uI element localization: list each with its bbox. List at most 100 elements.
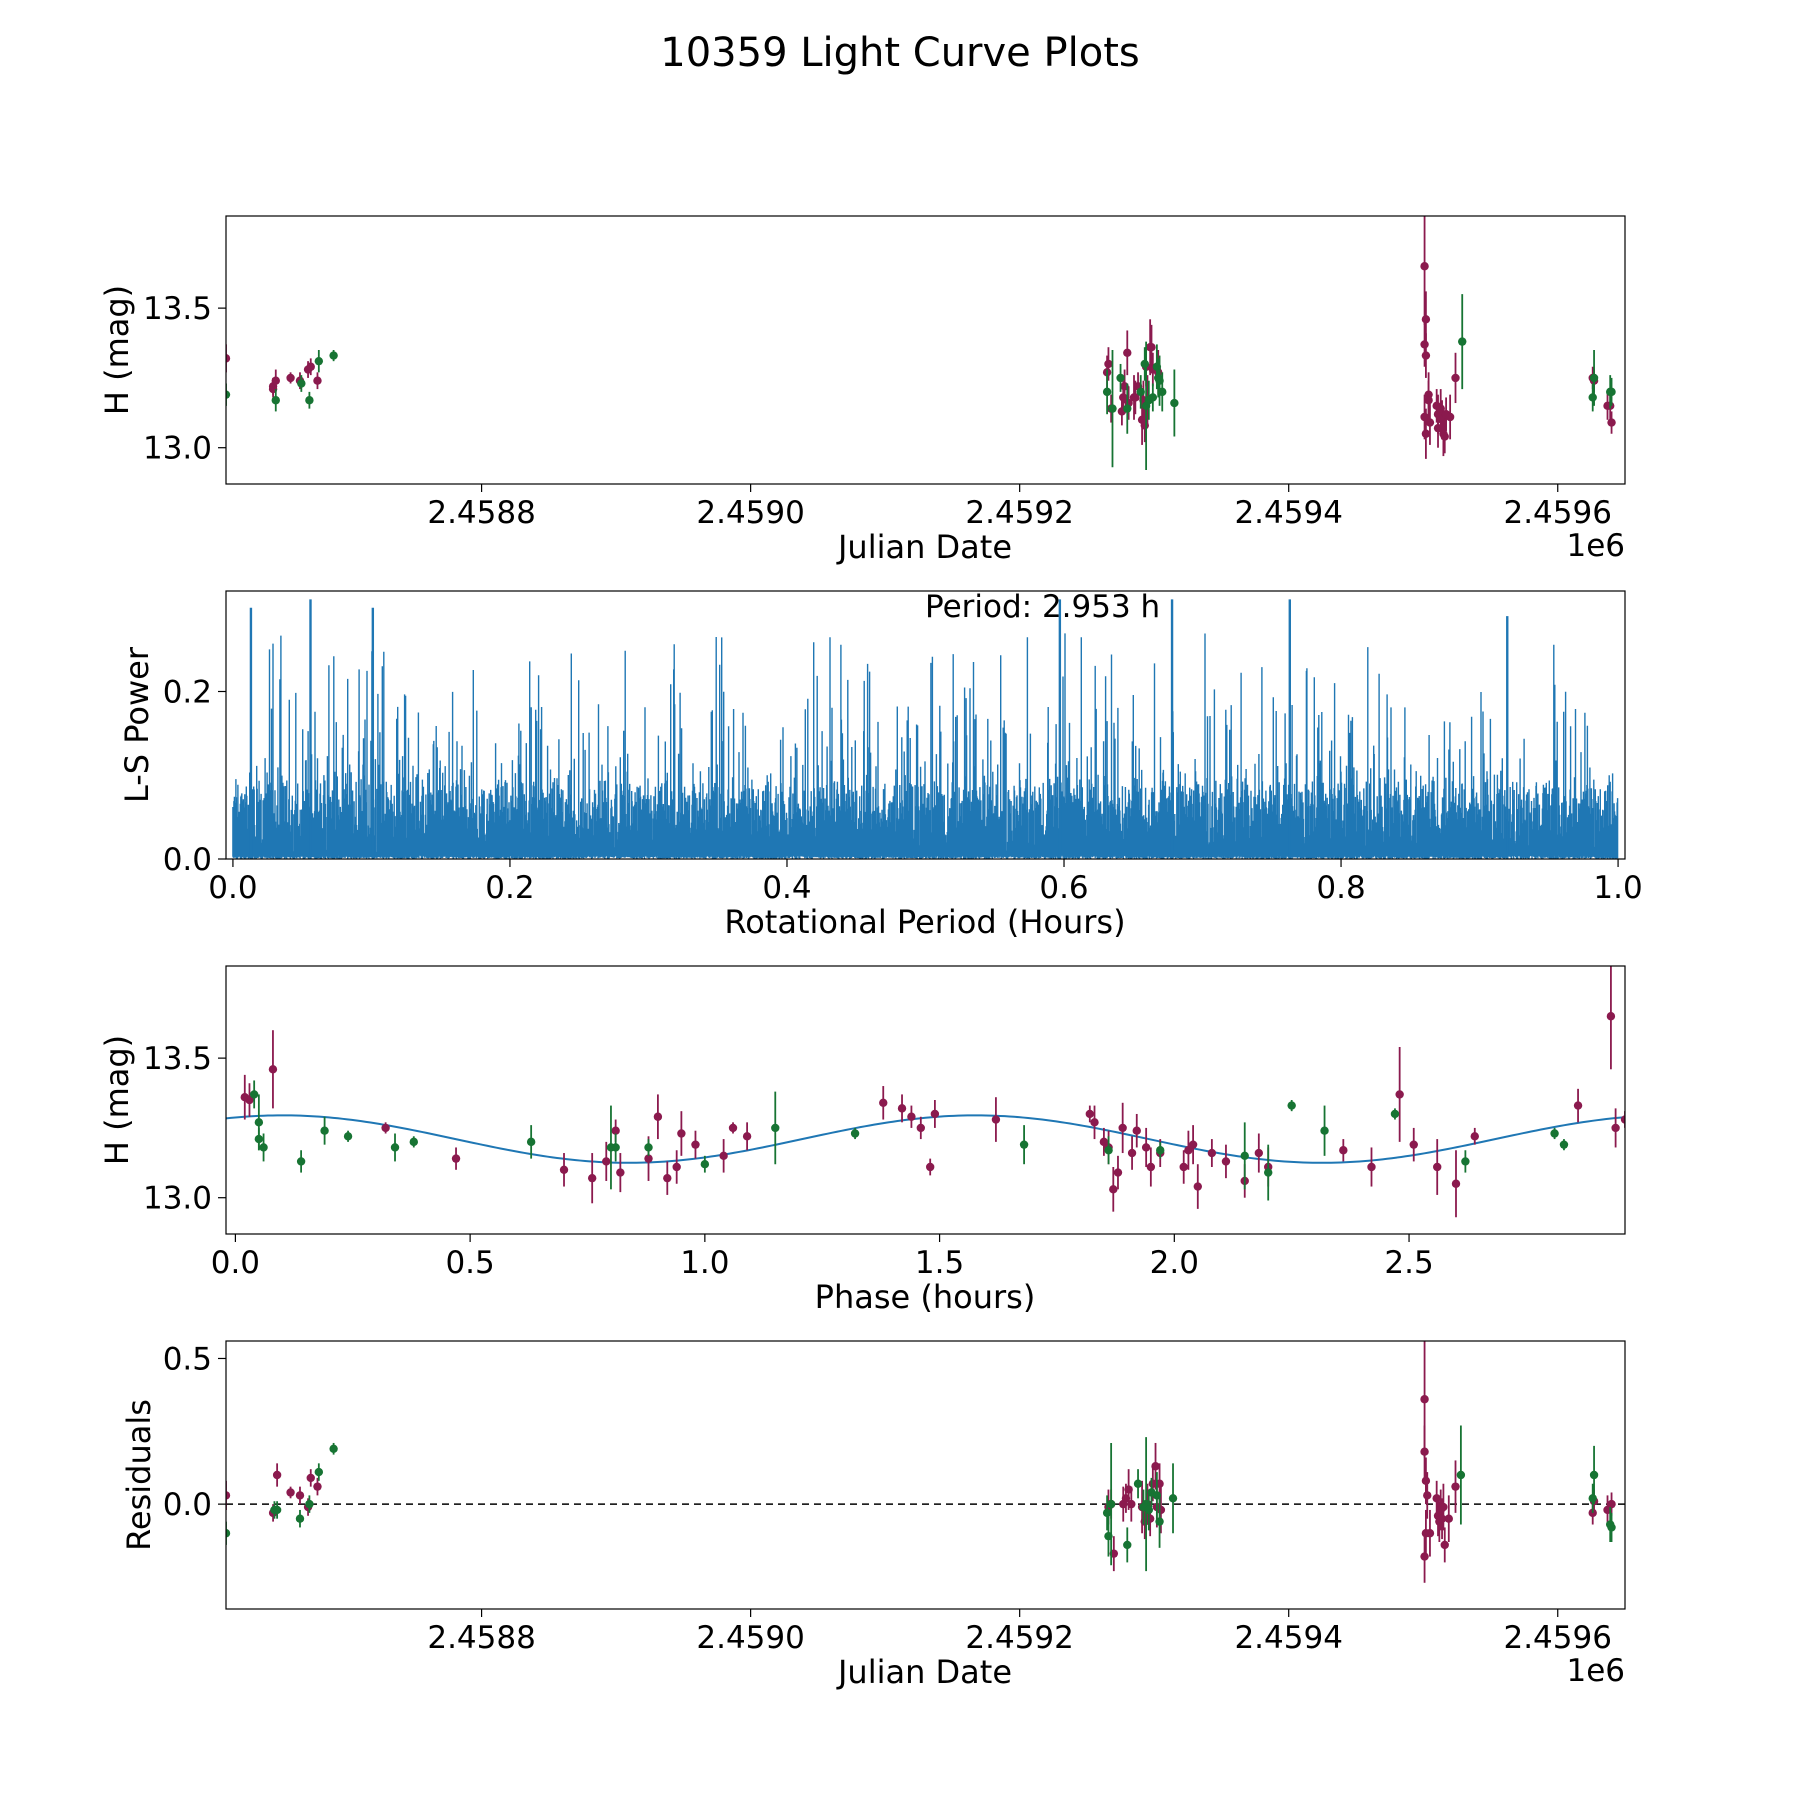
data-point xyxy=(691,1140,700,1149)
lightcurve-offset-label: 1e6 xyxy=(1566,528,1625,564)
data-point xyxy=(1170,398,1179,408)
lightcurve-panel: 2.4588 2.4590 2.4592 2.4594 2.4596 13.0 13.5 J… xyxy=(98,215,1626,566)
data-point xyxy=(1420,1395,1429,1404)
fit-curve xyxy=(226,1114,1625,1164)
residuals-panel: 2.4588 2.4590 2.4592 2.4594 2.4596 0.0 0.5 Jul… xyxy=(120,1340,1626,1691)
data-point xyxy=(1395,1090,1404,1099)
data-point xyxy=(1254,1148,1264,1158)
data-point xyxy=(381,1123,390,1133)
data-point xyxy=(771,1123,780,1133)
data-point xyxy=(314,1467,324,1477)
data-point xyxy=(1108,404,1117,413)
data-point xyxy=(1420,1552,1429,1561)
data-point xyxy=(306,1473,315,1483)
data-point xyxy=(1451,1179,1461,1188)
period-annotation: Period: 2.953 h xyxy=(925,589,1160,625)
data-point xyxy=(1123,1540,1132,1550)
data-point xyxy=(1127,1148,1137,1158)
data-point xyxy=(907,1112,916,1121)
data-point xyxy=(1140,359,1149,369)
data-point xyxy=(1179,1162,1188,1172)
data-point xyxy=(1611,1123,1620,1133)
data-point xyxy=(1420,340,1429,349)
periodogram-xtick-label: 1.0 xyxy=(1593,870,1642,906)
phased-xtick-label: 1.0 xyxy=(680,1245,729,1281)
periodogram-xtick-label: 0.4 xyxy=(762,870,811,906)
data-point xyxy=(1133,1479,1143,1488)
data-point xyxy=(559,1165,569,1174)
data-point xyxy=(1339,1146,1348,1155)
data-point xyxy=(1136,387,1145,397)
data-point xyxy=(1458,337,1467,346)
phased-frame xyxy=(225,965,1626,1235)
residuals-xlabel: Julian Date xyxy=(836,1653,1012,1691)
data-point xyxy=(286,1488,295,1497)
data-point xyxy=(1409,1140,1418,1149)
data-point xyxy=(390,1143,400,1152)
data-point xyxy=(254,1118,264,1127)
periodogram-power-line xyxy=(232,633,1619,859)
data-point xyxy=(677,1129,686,1138)
phased-series-green-band xyxy=(249,1080,1569,1201)
data-point xyxy=(1451,1482,1460,1491)
data-point xyxy=(1104,1146,1113,1155)
data-point xyxy=(1116,373,1125,383)
periodogram-ticks: 0.0 0.2 0.4 0.6 0.8 1.0 0.0 0.2 xyxy=(163,675,1643,907)
data-point xyxy=(1148,393,1158,402)
phased-xtick-label: 1.5 xyxy=(915,1245,964,1281)
data-point xyxy=(329,1444,338,1453)
residuals-ytick-label: 0.5 xyxy=(163,1341,212,1377)
lightcurve-xlabel: Julian Date xyxy=(836,528,1012,566)
data-point xyxy=(602,1157,611,1166)
lightcurve-frame xyxy=(225,215,1626,485)
lightcurve-ytick-label: 13.5 xyxy=(143,291,212,327)
phased-plot-area xyxy=(226,966,1625,1218)
data-point xyxy=(1207,1148,1217,1158)
data-point xyxy=(611,1143,620,1152)
data-point xyxy=(1102,387,1112,397)
data-point xyxy=(305,396,314,405)
periodogram-ylabel: L-S Power xyxy=(118,646,156,803)
residuals-xtick-label: 2.4590 xyxy=(696,1620,804,1656)
data-point xyxy=(226,354,231,363)
data-point xyxy=(1607,1523,1616,1532)
phased-xlabel: Phase (hours) xyxy=(815,1278,1036,1316)
data-point xyxy=(1145,1514,1155,1523)
data-point xyxy=(295,1514,305,1523)
phased-ytick-label: 13.5 xyxy=(143,1041,212,1077)
data-point xyxy=(1424,396,1433,405)
data-point xyxy=(272,1470,282,1480)
data-point xyxy=(1423,1491,1432,1500)
data-point xyxy=(1141,1143,1151,1152)
data-point xyxy=(930,1109,940,1119)
data-point xyxy=(879,1098,888,1107)
phased-xtick-label: 0.0 xyxy=(211,1245,260,1281)
data-point xyxy=(1123,404,1132,413)
periodogram-ytick-label: 0.2 xyxy=(163,675,212,711)
periodogram-xtick-label: 0.6 xyxy=(1039,870,1088,906)
data-point xyxy=(1193,1182,1202,1191)
data-point xyxy=(1123,348,1132,357)
phased-panel: 0.0 0.5 1.0 1.5 2.0 2.5 13.0 13.5 Phase (hours)… xyxy=(98,965,1626,1316)
periodogram-xtick-label: 0.8 xyxy=(1316,870,1365,906)
data-point xyxy=(451,1154,461,1163)
data-point xyxy=(1168,1494,1178,1503)
data-point xyxy=(1425,1529,1435,1538)
data-point xyxy=(1104,359,1113,369)
phased-series-red-band xyxy=(240,966,1625,1218)
data-point xyxy=(1019,1140,1029,1149)
data-point xyxy=(719,1151,728,1161)
periodogram-xtick-label: 0.0 xyxy=(208,870,257,906)
data-point xyxy=(616,1168,625,1177)
data-point xyxy=(272,1505,282,1515)
lightcurve-plot-area xyxy=(226,216,1616,471)
data-point xyxy=(742,1132,752,1141)
figure-title: 10359 Light Curve Plots xyxy=(660,30,1139,76)
data-point xyxy=(271,396,280,405)
data-point xyxy=(297,379,306,388)
data-point xyxy=(672,1162,681,1172)
data-point xyxy=(1099,1137,1109,1147)
data-point xyxy=(271,376,280,385)
data-point xyxy=(897,1104,907,1113)
